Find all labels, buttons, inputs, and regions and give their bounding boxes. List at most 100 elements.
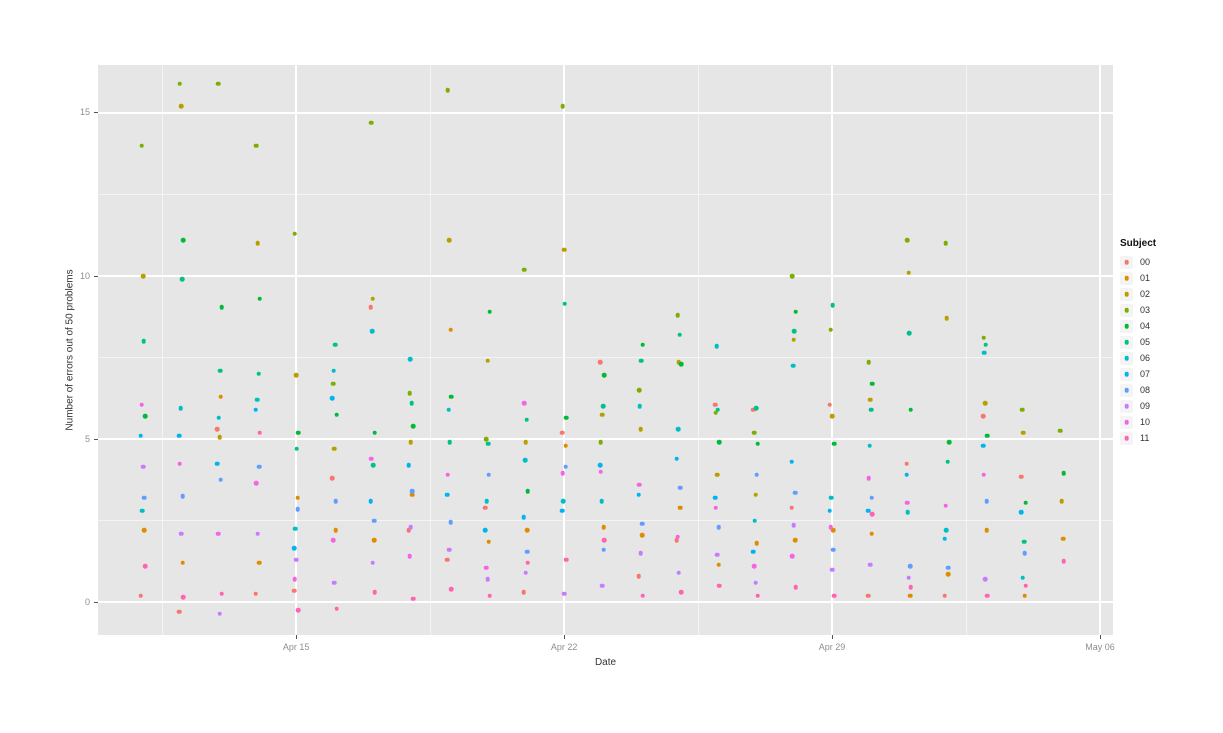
legend-dot-icon: [1124, 435, 1129, 441]
data-point: [1058, 428, 1063, 434]
data-point: [943, 503, 948, 509]
data-point: [754, 541, 760, 546]
data-point: [292, 576, 297, 582]
data-point: [904, 472, 909, 478]
data-point: [602, 373, 607, 378]
data-point: [330, 537, 336, 543]
data-point: [905, 510, 911, 515]
data-point: [560, 471, 565, 476]
data-point: [870, 511, 875, 517]
data-point: [943, 241, 948, 246]
data-point: [371, 537, 377, 543]
data-point: [562, 301, 568, 306]
data-point: [1061, 559, 1067, 564]
data-point: [140, 508, 145, 514]
data-point: [1059, 498, 1064, 504]
data-point: [410, 488, 415, 494]
data-point: [869, 531, 874, 536]
data-point: [790, 363, 796, 368]
data-point: [597, 360, 603, 365]
data-point: [176, 609, 182, 615]
data-point: [522, 400, 527, 406]
data-point: [255, 241, 261, 246]
data-point: [483, 528, 488, 533]
data-point: [908, 585, 913, 590]
x-tick-label: Apr 29: [818, 642, 846, 652]
data-point: [563, 557, 569, 562]
data-point: [946, 440, 952, 445]
x-axis-title: Date: [594, 657, 617, 668]
y-tick-label: 5: [84, 433, 90, 444]
legend-key: [1120, 431, 1133, 445]
legend-key: [1120, 383, 1133, 397]
data-point: [982, 576, 988, 582]
legend-key: [1120, 271, 1133, 285]
data-point: [597, 462, 603, 468]
data-point: [291, 546, 297, 551]
legend-item: 06: [1120, 350, 1210, 366]
data-point: [521, 590, 526, 595]
data-point: [636, 482, 642, 487]
data-point: [410, 423, 416, 429]
legend-key: [1120, 319, 1133, 333]
data-point: [792, 329, 797, 334]
legend-item-label: 03: [1140, 305, 1151, 315]
data-point: [444, 492, 450, 497]
data-point: [793, 585, 799, 590]
data-point: [981, 472, 986, 478]
data-point: [675, 534, 680, 540]
data-point: [254, 397, 260, 403]
y-axis-title: Number of errors out of 50 problems: [64, 269, 76, 431]
x-tick-mark: [1099, 635, 1101, 639]
data-point: [368, 304, 373, 310]
data-point: [716, 524, 721, 530]
legend-item: 01: [1120, 270, 1210, 286]
data-point: [1021, 539, 1027, 544]
gridline-minor-y: [98, 194, 1113, 195]
data-point: [256, 371, 261, 377]
data-point: [636, 387, 642, 393]
plot-panel: [98, 65, 1113, 635]
data-point: [559, 430, 565, 435]
data-point: [712, 402, 718, 408]
data-point: [256, 560, 262, 566]
data-point: [485, 441, 491, 447]
data-point: [981, 335, 986, 341]
data-point: [828, 524, 833, 530]
data-point: [868, 407, 874, 412]
data-point: [406, 462, 412, 468]
legend-item-label: 06: [1140, 353, 1151, 363]
data-point: [218, 394, 224, 399]
data-point: [674, 456, 680, 461]
data-point: [215, 426, 220, 432]
legend-dot-icon: [1124, 403, 1129, 409]
data-point: [601, 547, 606, 553]
data-point: [334, 412, 339, 417]
legend-item-label: 04: [1140, 321, 1151, 331]
legend-key: [1120, 399, 1133, 413]
legend-dot-icon: [1124, 275, 1129, 281]
data-point: [446, 547, 452, 553]
legend-key: [1120, 415, 1133, 429]
data-point: [217, 368, 223, 373]
legend-item-label: 10: [1140, 417, 1151, 427]
data-point: [446, 407, 451, 412]
data-point: [908, 407, 913, 412]
gridline-minor-x: [429, 65, 431, 635]
data-point: [984, 593, 990, 598]
data-point: [1022, 550, 1028, 556]
data-point: [293, 557, 299, 562]
data-point: [906, 270, 911, 275]
gridline-major-y: [98, 111, 1113, 114]
data-point: [714, 472, 720, 478]
data-point: [831, 593, 837, 598]
legend-item: 07: [1120, 366, 1210, 382]
data-point: [1021, 430, 1026, 435]
legend-key: [1120, 351, 1133, 365]
data-point: [789, 505, 794, 510]
data-point: [828, 327, 833, 333]
data-point: [447, 440, 453, 445]
data-point: [599, 498, 604, 504]
data-point: [372, 590, 378, 595]
legend-dot-icon: [1124, 307, 1129, 313]
